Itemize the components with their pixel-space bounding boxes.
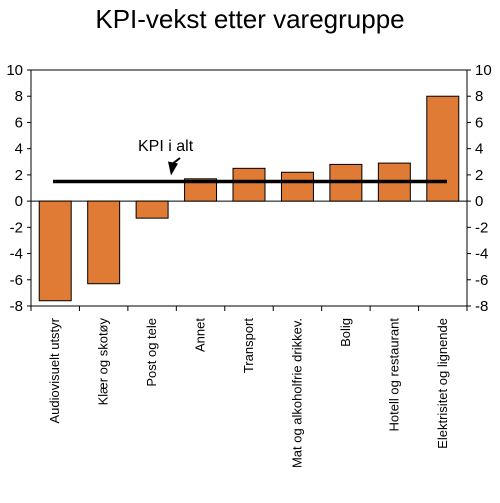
- category-label: Mat og alkoholfrie drikkev.: [289, 318, 304, 468]
- bars: [38, 95, 460, 302]
- chart-title: KPI-vekst etter varegruppe: [95, 4, 405, 34]
- category-labels: Audiovisuelt utstyr Klær og skotøy Post og…: [47, 317, 450, 468]
- y-tick-label-left: -6: [10, 272, 23, 289]
- y-tick-label-left: 6: [15, 114, 23, 131]
- annotation-arrow-head: [168, 161, 178, 176]
- category-label: Audiovisuelt utstyr: [47, 317, 62, 423]
- annotation-arrow-shaft: [172, 157, 181, 165]
- y-tick-label-right: 6: [475, 114, 483, 131]
- category-label: Post og tele: [144, 318, 159, 387]
- y-tick-label-right: 10: [475, 62, 492, 79]
- category-label: Hotell og restaurant: [386, 318, 401, 432]
- y-tick-label-right: -4: [475, 246, 488, 263]
- bar: [135, 200, 169, 219]
- category-label: Annet: [193, 318, 208, 352]
- y-tick-label-left: 8: [15, 88, 23, 105]
- y-tick-label-left: 0: [15, 193, 23, 210]
- bar: [232, 167, 266, 202]
- bar: [280, 171, 314, 202]
- y-tick-label-left: -4: [10, 246, 23, 263]
- y-tick-label-right: 4: [475, 141, 483, 158]
- category-label: Elektrisitet og lignende: [435, 318, 450, 449]
- category-label: Klær og skotøy: [96, 318, 111, 406]
- category-label: Transport: [241, 318, 256, 374]
- bar: [184, 178, 218, 202]
- bar: [87, 200, 121, 285]
- y-tick-label-right: 8: [475, 88, 483, 105]
- y-tick-label-right: -2: [475, 219, 488, 236]
- category-label: Bolig: [338, 318, 353, 347]
- y-tick-label-right: -8: [475, 298, 488, 315]
- y-tick-label-left: -2: [10, 219, 23, 236]
- y-tick-label-left: -8: [10, 298, 23, 315]
- y-tick-label-right: 0: [475, 193, 483, 210]
- y-tick-label-right: 2: [475, 167, 483, 184]
- y-tick-label-left: 4: [15, 141, 23, 158]
- bar: [426, 95, 460, 202]
- y-tick-label-right: -6: [475, 272, 488, 289]
- plot-frame: [30, 69, 468, 307]
- y-tick-label-left: 10: [6, 62, 23, 79]
- reference-layer: KPI i alt: [53, 138, 447, 184]
- bar: [38, 200, 72, 302]
- y-tick-label-left: 2: [15, 167, 23, 184]
- reference-line-label: KPI i alt: [138, 138, 194, 155]
